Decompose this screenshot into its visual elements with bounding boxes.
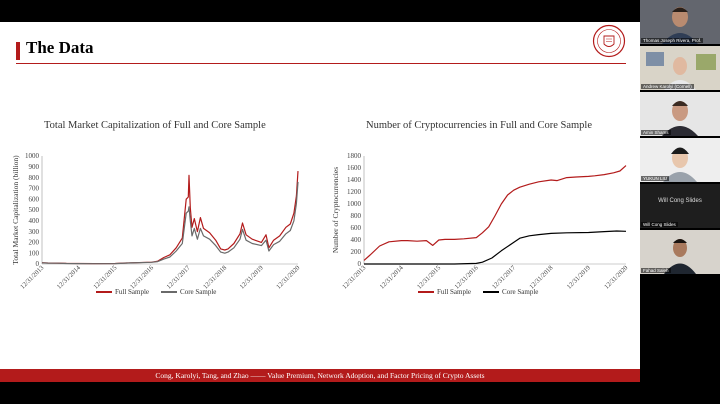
participant-tile[interactable]: Thomas Joseph Rivera, Prof. (640, 0, 720, 44)
x-tick-label: 12/31/2015 (92, 264, 119, 291)
y-tick-label: 300 (29, 228, 40, 236)
y-tick-label: 200 (29, 239, 40, 247)
y-tick-label: 0 (36, 260, 40, 268)
participant-tile[interactable]: Fahad Saleh (640, 230, 720, 274)
y-tick-label: 600 (29, 195, 40, 203)
x-tick-label: 12/31/2019 (239, 264, 266, 291)
legend-item-core-sample: Core Sample (161, 288, 216, 296)
y-tick-label: 1400 (347, 176, 362, 184)
y-tick-label: 200 (351, 248, 362, 256)
slide-title: The Data (26, 38, 94, 57)
participant-name: Amin Shams (641, 130, 671, 135)
participant-name: Thomas Joseph Rivera, Prof. (641, 38, 704, 43)
y-tick-label: 800 (29, 174, 40, 182)
participant-name: YUKUN LIU (641, 176, 670, 181)
series-line-full-sample (41, 171, 299, 265)
left-chart-legend: Full Sample Core Sample (96, 288, 216, 296)
participant-tile[interactable]: Will Cong Slides Will Cong Slides (640, 184, 720, 228)
y-tick-label: 800 (351, 212, 362, 220)
legend-label: Full Sample (437, 288, 472, 296)
y-tick-label: 400 (351, 236, 362, 244)
x-tick-label: 12/31/2017 (491, 264, 518, 291)
y-axis-title: Number of Cryptocurrencies (331, 167, 340, 253)
x-tick-label: 12/31/2020 (603, 264, 630, 291)
x-tick-label: 12/31/2014 (56, 264, 83, 291)
y-axis-title: Total Market Capitalization (billion) (11, 155, 20, 265)
legend-label: Core Sample (180, 288, 217, 296)
x-tick-label: 12/31/2020 (275, 264, 302, 291)
y-tick-label: 400 (29, 217, 40, 225)
participant-video (640, 92, 720, 136)
legend-item-full-sample: Full Sample (418, 288, 471, 296)
right-chart-legend: Full Sample Core Sample (418, 288, 538, 296)
x-tick-label: 12/31/2013 (19, 264, 46, 291)
x-tick-label: 12/31/2017 (165, 264, 192, 291)
legend-swatch (418, 291, 434, 293)
series-line-core-sample (364, 230, 627, 265)
participant-tile[interactable]: Andrew Karolyi (Cornell) (640, 46, 720, 90)
y-tick-label: 600 (351, 224, 362, 232)
y-tick-label: 1600 (347, 164, 362, 172)
x-tick-label: 12/31/2013 (341, 264, 368, 291)
participant-video (640, 138, 720, 182)
participant-tile[interactable]: Amin Shams (640, 92, 720, 136)
participant-name: Will Cong Slides (641, 222, 678, 227)
x-tick-label: 12/31/2014 (379, 264, 406, 291)
y-tick-label: 0 (358, 260, 362, 268)
left-chart-title: Total Market Capitalization of Full and … (44, 120, 266, 131)
crypto-count-chart: 0 200 400 600 800 1000 1200 1400 1600 1800 Number … (331, 152, 630, 291)
x-tick-label: 12/31/2018 (202, 264, 229, 291)
participants-panel[interactable]: Thomas Joseph Rivera, Prof. Andrew Karol… (640, 0, 720, 404)
x-tick-label: 12/31/2016 (454, 264, 481, 291)
screen-share-label: Will Cong Slides (658, 198, 702, 204)
y-tick-label: 1200 (347, 188, 362, 196)
slide: The Data Total Market Capitalization of … (0, 22, 640, 382)
participant-video (640, 230, 720, 274)
x-tick-label: 12/31/2018 (528, 264, 555, 291)
y-tick-label: 100 (29, 249, 40, 257)
x-tick-label: 12/31/2016 (129, 264, 156, 291)
title-rule (16, 63, 626, 64)
title-accent-bar (16, 42, 20, 60)
legend-swatch (96, 291, 112, 293)
participant-tile[interactable]: YUKUN LIU (640, 138, 720, 182)
right-chart-title: Number of Cryptocurrencies in Full and C… (366, 120, 592, 131)
legend-swatch (483, 291, 500, 293)
series-line-core-sample (41, 181, 299, 265)
cornell-seal-icon (592, 24, 626, 58)
y-tick-label: 1000 (25, 152, 40, 160)
y-tick-label: 1800 (347, 152, 362, 160)
y-tick-label: 500 (29, 206, 40, 214)
legend-item-core-sample: Core Sample (483, 288, 538, 296)
legend-swatch (161, 291, 178, 293)
participant-name: Andrew Karolyi (Cornell) (641, 84, 694, 89)
legend-label: Core Sample (502, 288, 539, 296)
series-line-full-sample (363, 165, 627, 261)
y-tick-label: 900 (29, 163, 40, 171)
y-tick-label: 1000 (347, 200, 362, 208)
slide-footer: Cong, Karolyi, Tang, and Zhao —— Value P… (0, 369, 640, 382)
legend-item-full-sample: Full Sample (96, 288, 149, 296)
legend-label: Full Sample (115, 288, 150, 296)
x-tick-label: 12/31/2019 (566, 264, 593, 291)
y-tick-label: 700 (29, 185, 40, 193)
participant-name: Fahad Saleh (641, 268, 671, 273)
x-tick-label: 12/31/2015 (416, 264, 443, 291)
market-cap-chart: 0 100 200 300 400 500 600 700 800 900 1000 Total Ma… (11, 152, 302, 291)
